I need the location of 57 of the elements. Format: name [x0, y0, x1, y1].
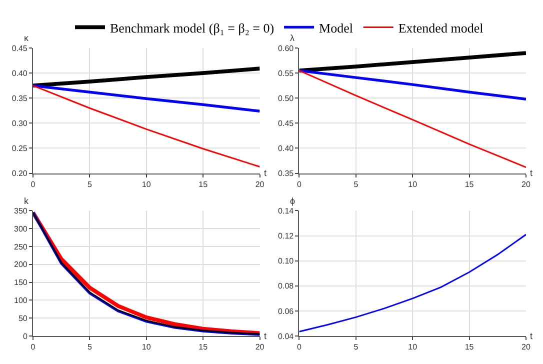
y-tick-label: 0.55 [278, 68, 294, 78]
x-tick-label: 15 [464, 180, 474, 189]
y-tick-label: 0.08 [278, 282, 294, 291]
y-tick-label: 0.40 [278, 144, 294, 154]
legend-label: Extended model [398, 20, 484, 36]
y-tick-label: 150 [14, 278, 28, 288]
y-tick-label: 250 [14, 242, 28, 252]
y-axis-title: κ [24, 33, 29, 43]
y-tick-label: 0.35 [278, 169, 294, 178]
x-tick-label: 20 [522, 180, 531, 189]
y-tick-label: 200 [14, 260, 28, 270]
x-tick-label: 5 [87, 180, 92, 189]
y-tick-label: 0.12 [278, 232, 294, 241]
x-tick-label: 20 [255, 180, 265, 189]
y-tick-label: 0.06 [278, 306, 294, 316]
x-tick-label: 15 [198, 342, 208, 352]
x-axis-title: t [264, 331, 267, 341]
x-axis-title: t [264, 168, 267, 178]
y-tick-label: 0.50 [278, 94, 294, 103]
y-tick-label: 0.04 [278, 332, 294, 341]
y-axis-title: ϕ [290, 196, 296, 206]
y-tick-label: 0.40 [12, 68, 28, 78]
y-tick-label: 0.45 [12, 44, 28, 53]
x-tick-label: 10 [142, 180, 152, 189]
x-tick-label: 5 [87, 342, 92, 352]
y-tick-label: 0.30 [12, 118, 28, 128]
x-tick-label: 5 [354, 342, 359, 352]
y-tick-label: 0.10 [278, 256, 294, 266]
y-tick-label: 0.45 [278, 118, 294, 128]
x-tick-label: 10 [408, 342, 418, 352]
y-axis-title: λ [290, 33, 295, 43]
y-tick-label: 350 [14, 206, 28, 216]
y-tick-label: 300 [14, 224, 28, 234]
y-axis-title: k [24, 196, 29, 206]
x-tick-label: 0 [296, 342, 302, 352]
x-tick-label: 0 [30, 342, 36, 352]
y-tick-label: 100 [14, 296, 28, 306]
x-tick-label: 5 [354, 180, 359, 189]
x-tick-label: 20 [255, 342, 265, 352]
legend-label: Model [319, 20, 354, 36]
y-tick-label: 0.14 [278, 206, 294, 216]
y-tick-label: 0.60 [278, 44, 294, 53]
x-tick-label: 15 [464, 342, 474, 352]
x-tick-label: 10 [408, 180, 418, 189]
y-tick-label: 50 [18, 314, 28, 323]
x-tick-label: 20 [522, 342, 531, 352]
y-tick-label: 0.20 [12, 169, 28, 178]
x-tick-label: 0 [30, 180, 36, 189]
x-tick-label: 15 [198, 180, 208, 189]
x-axis-title: t [530, 168, 533, 178]
x-axis-title: t [530, 331, 533, 341]
y-tick-label: 0 [22, 332, 28, 341]
x-tick-label: 0 [296, 180, 302, 189]
y-tick-label: 0.25 [12, 144, 28, 154]
legend-label: Benchmark model (β₁ = β₂ = 0) [110, 20, 274, 36]
y-tick-label: 0.35 [12, 94, 28, 103]
x-tick-label: 10 [142, 342, 152, 352]
